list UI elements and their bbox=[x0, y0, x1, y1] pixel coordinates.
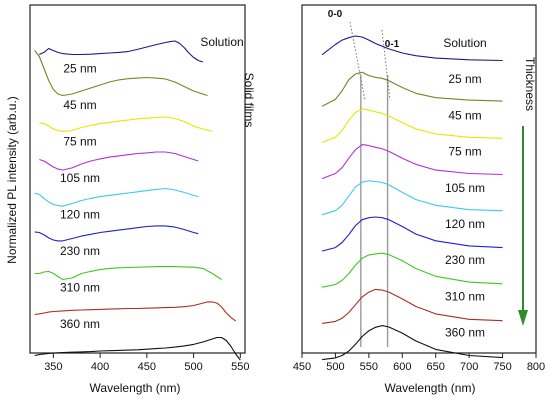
right-series-line-75-nm bbox=[321, 144, 503, 180]
left-panel: 350 400 450 500 550 Solution 25 nm 45 nm 75 nm 1… bbox=[5, 4, 256, 395]
x-tick-label: 600 bbox=[393, 361, 411, 373]
left-series-line-120-nm bbox=[34, 225, 199, 242]
left-series-line-310-nm bbox=[34, 301, 237, 322]
x-tick-label: 650 bbox=[427, 361, 445, 373]
right-series-line-25-nm bbox=[321, 71, 503, 107]
thickness-arrow-head bbox=[518, 310, 528, 326]
dotted-0-1-trace bbox=[381, 29, 391, 101]
right-series-label-310-nm: 310 nm bbox=[445, 289, 485, 303]
right-series-label-45-nm: 45 nm bbox=[448, 108, 481, 122]
x-tick-label: 550 bbox=[360, 361, 378, 373]
right-series-line-360-nm bbox=[322, 325, 503, 361]
x-tick-label: 450 bbox=[293, 361, 311, 373]
x-tick-label: 500 bbox=[326, 361, 344, 373]
right-series-label-360-nm: 360 nm bbox=[445, 326, 485, 340]
annotation-0-1: 0-1 bbox=[385, 39, 400, 50]
left-series-label-310-nm: 310 nm bbox=[60, 281, 100, 295]
right-series-label-105-nm: 105 nm bbox=[445, 181, 485, 195]
left-series-line-230-nm bbox=[34, 266, 222, 281]
left-series-line-25-nm bbox=[34, 50, 208, 97]
right-curves bbox=[321, 35, 503, 361]
x-tick-label: 700 bbox=[460, 361, 478, 373]
left-series-label-solution: Solution bbox=[200, 35, 243, 49]
left-series-label-75-nm: 75 nm bbox=[63, 135, 96, 149]
right-series-line-310-nm bbox=[322, 288, 503, 324]
left-x-ticks: 350 400 450 500 550 bbox=[44, 353, 250, 373]
x-tick-label: 750 bbox=[493, 361, 511, 373]
left-series-line-solution bbox=[39, 40, 204, 63]
right-x-axis-title: Wavelength (nm) bbox=[385, 381, 476, 395]
right-series-label-120-nm: 120 nm bbox=[445, 217, 485, 231]
left-group-label: Solid films bbox=[242, 73, 256, 128]
right-series-label-25-nm: 25 nm bbox=[448, 72, 481, 86]
right-series-line-solution bbox=[321, 35, 503, 62]
right-panel: 450 500 550 600 650 700 750 800 Solution 25 nm 45… bbox=[293, 4, 545, 395]
right-series-label-solution: Solution bbox=[443, 36, 486, 50]
left-x-axis-title: Wavelength (nm) bbox=[90, 381, 181, 395]
left-curves bbox=[34, 40, 241, 361]
annotation-0-0: 0-0 bbox=[328, 9, 343, 20]
x-tick-label: 550 bbox=[231, 361, 249, 373]
left-y-axis-title: Normalized PL intensity (arb.u.) bbox=[5, 96, 19, 264]
left-series-line-105-nm bbox=[34, 187, 199, 207]
x-tick-label: 800 bbox=[527, 361, 545, 373]
left-plot-frame bbox=[29, 4, 246, 354]
right-guide-lines bbox=[360, 75, 389, 347]
left-series-label-45-nm: 45 nm bbox=[63, 98, 96, 112]
right-series-labels: Solution 25 nm 45 nm 75 nm 105 nm 120 nm 230 n… bbox=[443, 36, 486, 340]
left-series-line-360-nm bbox=[34, 336, 241, 361]
right-series-label-75-nm: 75 nm bbox=[448, 145, 481, 159]
left-series-label-120-nm: 120 nm bbox=[60, 208, 100, 222]
right-series-line-230-nm bbox=[321, 252, 503, 288]
right-plot-frame bbox=[301, 4, 537, 354]
right-series-line-105-nm bbox=[321, 180, 503, 216]
x-tick-label: 350 bbox=[44, 361, 62, 373]
right-series-label-230-nm: 230 nm bbox=[445, 253, 485, 267]
left-series-line-45-nm bbox=[39, 116, 213, 132]
dotted-0-0-trace bbox=[349, 21, 366, 101]
right-x-ticks: 450 500 550 600 650 700 750 800 bbox=[293, 353, 545, 373]
left-series-line-75-nm bbox=[39, 151, 199, 171]
left-series-label-105-nm: 105 nm bbox=[60, 171, 100, 185]
right-series-line-45-nm bbox=[321, 108, 503, 143]
left-series-label-25-nm: 25 nm bbox=[63, 62, 96, 76]
x-tick-label: 500 bbox=[184, 361, 202, 373]
right-series-line-120-nm bbox=[321, 216, 503, 252]
x-tick-label: 450 bbox=[138, 361, 156, 373]
left-series-labels: Solution 25 nm 45 nm 75 nm 105 nm 120 nm 230 n… bbox=[60, 35, 244, 331]
x-tick-label: 400 bbox=[91, 361, 109, 373]
left-series-label-360-nm: 360 nm bbox=[60, 317, 100, 331]
left-series-label-230-nm: 230 nm bbox=[60, 244, 100, 258]
thickness-label: Thickness bbox=[523, 57, 537, 111]
